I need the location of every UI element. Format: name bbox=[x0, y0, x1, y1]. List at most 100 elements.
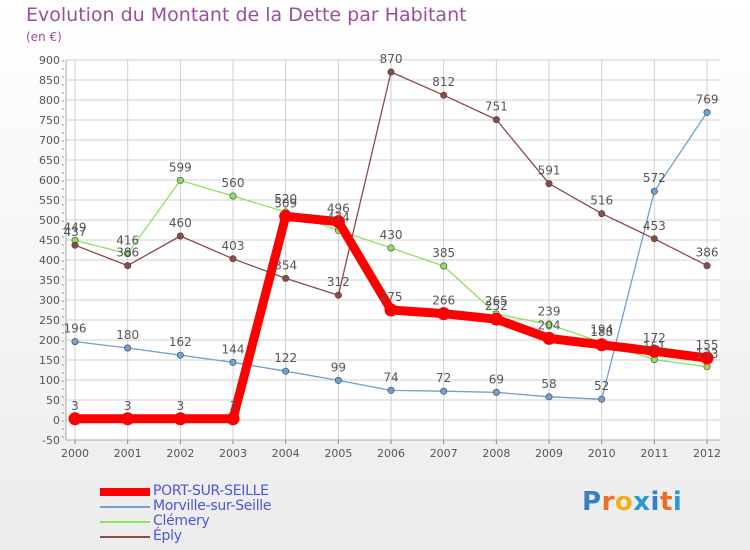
data-label: 3 bbox=[229, 399, 237, 413]
y-tick-label: 700 bbox=[39, 134, 60, 147]
x-tick-label: 2001 bbox=[114, 447, 142, 460]
series-point-1 bbox=[384, 303, 398, 317]
data-label: 386 bbox=[696, 246, 719, 260]
series-point-4 bbox=[229, 255, 237, 263]
y-tick-label: 500 bbox=[39, 214, 60, 227]
data-label: 188 bbox=[590, 325, 613, 339]
series-point-1 bbox=[542, 331, 556, 345]
legend-label: PORT-SUR-SEILLE bbox=[153, 483, 269, 499]
data-label: 453 bbox=[643, 219, 666, 233]
data-label: 812 bbox=[432, 75, 455, 89]
data-label: 509 bbox=[274, 196, 297, 210]
data-label: 204 bbox=[538, 318, 561, 332]
series-point-2 bbox=[492, 388, 500, 396]
series-point-3 bbox=[176, 176, 184, 184]
y-tick-label: 350 bbox=[39, 274, 60, 287]
series-point-1 bbox=[647, 344, 661, 358]
data-label: 460 bbox=[169, 216, 192, 230]
series-point-2 bbox=[282, 367, 290, 375]
data-label: 599 bbox=[169, 160, 192, 174]
x-tick-label: 2010 bbox=[588, 447, 616, 460]
data-label: 496 bbox=[327, 202, 350, 216]
logo-letter: t bbox=[659, 487, 673, 517]
y-tick-label: 400 bbox=[39, 254, 60, 267]
logo-letter: P bbox=[582, 487, 602, 517]
data-label: 58 bbox=[541, 377, 556, 391]
y-tick-label: 650 bbox=[39, 154, 60, 167]
series-point-1 bbox=[279, 209, 293, 223]
data-label: 430 bbox=[380, 228, 403, 242]
x-tick-label: 2011 bbox=[640, 447, 668, 460]
x-tick-label: 2012 bbox=[693, 447, 721, 460]
y-tick-label: 550 bbox=[39, 194, 60, 207]
series-point-4 bbox=[387, 68, 395, 76]
y-tick-label: 250 bbox=[39, 314, 60, 327]
data-label: 72 bbox=[436, 371, 451, 385]
data-label: 180 bbox=[116, 328, 139, 342]
series-point-4 bbox=[598, 210, 606, 218]
series-point-1 bbox=[68, 412, 82, 426]
data-label: 354 bbox=[274, 258, 297, 272]
data-label: 3 bbox=[124, 399, 132, 413]
data-label: 385 bbox=[432, 246, 455, 260]
series-point-4 bbox=[71, 241, 79, 249]
data-label: 194 bbox=[590, 322, 613, 336]
y-tick-label: 300 bbox=[39, 294, 60, 307]
series-point-2 bbox=[387, 386, 395, 394]
logo-letter: o bbox=[614, 487, 634, 517]
data-label: 266 bbox=[432, 294, 455, 308]
y-tick-label: 150 bbox=[39, 354, 60, 367]
series-point-2 bbox=[545, 393, 553, 401]
data-label: 516 bbox=[590, 194, 613, 208]
series-point-4 bbox=[650, 235, 658, 243]
series-point-2 bbox=[229, 358, 237, 366]
series-point-1 bbox=[700, 351, 714, 365]
series-point-4 bbox=[124, 262, 132, 270]
series-point-3 bbox=[440, 262, 448, 270]
data-label: 275 bbox=[380, 290, 403, 304]
x-tick-label: 2009 bbox=[535, 447, 563, 460]
x-tick-label: 2002 bbox=[166, 447, 194, 460]
data-label: 162 bbox=[169, 335, 192, 349]
logo-letter: i bbox=[672, 487, 683, 517]
data-label: 870 bbox=[380, 52, 403, 66]
data-label: 560 bbox=[222, 176, 245, 190]
legend-swatch bbox=[100, 488, 150, 496]
data-label: 3 bbox=[71, 399, 79, 413]
logo-letter: i bbox=[650, 487, 660, 517]
proxiti-logo[interactable]: Proxiti bbox=[582, 487, 682, 517]
data-label: 449 bbox=[64, 220, 87, 234]
series-point-1 bbox=[173, 412, 187, 426]
logo-letter: x bbox=[633, 487, 651, 517]
data-label: 74 bbox=[383, 370, 398, 384]
data-label: 3 bbox=[177, 399, 185, 413]
data-label: 474 bbox=[327, 210, 350, 224]
series-point-2 bbox=[650, 187, 658, 195]
series-point-4 bbox=[440, 91, 448, 99]
data-label: 69 bbox=[489, 372, 504, 386]
series-point-2 bbox=[598, 395, 606, 403]
data-label: 403 bbox=[222, 239, 245, 253]
y-tick-label: 50 bbox=[46, 394, 60, 407]
series-point-2 bbox=[176, 351, 184, 359]
data-label: 155 bbox=[696, 338, 719, 352]
x-tick-label: 2008 bbox=[482, 447, 510, 460]
data-label: 265 bbox=[485, 294, 508, 308]
series-point-4 bbox=[334, 291, 342, 299]
series-point-1 bbox=[437, 307, 451, 321]
y-tick-label: -50 bbox=[42, 434, 60, 447]
series-point-4 bbox=[492, 116, 500, 124]
x-tick-label: 2003 bbox=[219, 447, 247, 460]
series-point-2 bbox=[703, 108, 711, 116]
legend-swatch bbox=[100, 536, 150, 538]
data-label: 172 bbox=[643, 331, 666, 345]
data-label: 52 bbox=[594, 379, 609, 393]
series-point-3 bbox=[545, 320, 553, 328]
data-label: 252 bbox=[485, 299, 508, 313]
series-point-3 bbox=[229, 192, 237, 200]
y-tick-label: 750 bbox=[39, 114, 60, 127]
y-tick-label: 450 bbox=[39, 234, 60, 247]
data-label: 520 bbox=[274, 192, 297, 206]
data-label: 572 bbox=[643, 171, 666, 185]
